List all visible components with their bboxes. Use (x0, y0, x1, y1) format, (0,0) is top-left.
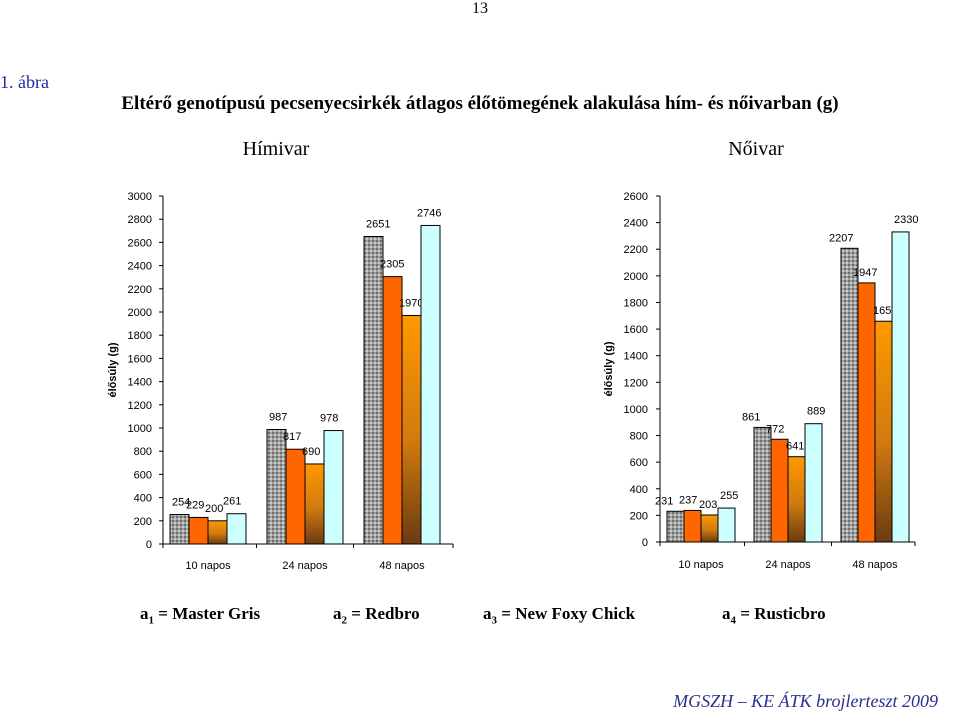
bar-new-foxy-chick (874, 320, 893, 543)
bar-redbro (382, 276, 403, 545)
data-label: 2305 (380, 259, 404, 271)
data-label: 772 (766, 423, 784, 435)
x-tick-label: 24 napos (765, 559, 811, 571)
x-tick-label: 48 napos (852, 559, 898, 571)
y-tick-label: 1000 (128, 423, 152, 435)
bar-rusticbro (891, 231, 910, 543)
y-tick-label: 2600 (624, 191, 648, 203)
data-label: 690 (302, 446, 320, 458)
bar-new-foxy-chick (207, 520, 228, 545)
y-tick-label: 1200 (128, 400, 152, 412)
data-label: 1970 (399, 297, 423, 309)
y-tick-label: 800 (134, 446, 152, 458)
legend-item-4: a4 = Rusticbro (722, 604, 826, 627)
data-label: 229 (186, 499, 204, 511)
y-tick-label: 200 (134, 516, 152, 528)
y-tick-label: 600 (630, 457, 648, 469)
y-axis-label: élősúly (g) (107, 342, 119, 397)
data-label: 889 (807, 406, 825, 418)
x-tick-label: 48 napos (379, 560, 425, 572)
y-tick-label: 400 (134, 493, 152, 505)
y-tick-label: 2400 (624, 218, 648, 230)
bar-rusticbro (717, 507, 736, 543)
y-tick-label: 200 (630, 510, 648, 522)
y-tick-label: 1200 (624, 377, 648, 389)
bar-rusticbro (420, 224, 441, 545)
bar-master-gris (363, 235, 384, 545)
y-tick-label: 1600 (128, 353, 152, 365)
data-label: 203 (699, 499, 717, 511)
y-tick-label: 1400 (624, 351, 648, 363)
bar-new-foxy-chick (787, 456, 806, 543)
footer-watermark: MGSZH – KE ÁTK brojlerteszt 2009 (673, 691, 938, 711)
y-tick-label: 1400 (128, 377, 152, 389)
bar-redbro (857, 282, 876, 543)
y-tick-label: 1600 (624, 324, 648, 336)
y-tick-label: 2000 (624, 271, 648, 283)
data-label: 254 (172, 497, 190, 509)
page-number: 13 (472, 0, 488, 17)
y-tick-label: 2000 (128, 307, 152, 319)
y-tick-label: 1000 (624, 404, 648, 416)
bar-master-gris (666, 510, 685, 543)
bar-master-gris (753, 426, 772, 543)
data-label: 861 (742, 411, 760, 423)
data-label: 641 (786, 441, 804, 453)
chart-male: 0 200 400 600 800 1000 1200 1400 1600 1800 2000 220… (107, 191, 454, 572)
y-tick-label: 2200 (624, 244, 648, 256)
bar-redbro (188, 516, 209, 545)
x-tick-label: 24 napos (282, 560, 328, 572)
data-label: 817 (283, 431, 301, 443)
bar-master-gris (840, 247, 859, 543)
data-label: 978 (320, 413, 338, 425)
chart-title-male: Hímivar (242, 138, 310, 160)
data-label: 261 (223, 496, 241, 508)
x-tick-label: 10 napos (678, 559, 724, 571)
bar-new-foxy-chick (700, 514, 719, 543)
legend-item-3: a3 = New Foxy Chick (483, 604, 636, 627)
y-tick-label: 1800 (624, 297, 648, 309)
bar-redbro (285, 448, 306, 545)
data-label: 1659 (873, 305, 897, 317)
bar-redbro (770, 438, 789, 543)
chart-female: 0 200 400 600 800 1000 1200 1400 1600 1800 2000 220… (603, 191, 918, 571)
data-label: 255 (720, 490, 738, 502)
data-label: 200 (205, 503, 223, 515)
legend-item-1: a1 = Master Gris (140, 604, 261, 627)
data-label: 2330 (894, 214, 918, 226)
y-tick-label: 0 (642, 537, 648, 549)
data-label: 237 (679, 494, 697, 506)
y-tick-label: 400 (630, 484, 648, 496)
y-tick-label: 2200 (128, 284, 152, 296)
figure-title: Eltérő genotípusú pecsenyecsirkék átlago… (121, 93, 839, 114)
figure-label: 1. ábra (0, 72, 49, 92)
bar-redbro (683, 509, 702, 543)
y-tick-label: 2400 (128, 261, 152, 273)
bar-new-foxy-chick (401, 314, 422, 545)
y-axis-label: élősúly (g) (603, 341, 615, 396)
data-label: 231 (655, 495, 673, 507)
data-label: 2746 (417, 207, 441, 219)
y-tick-label: 1800 (128, 330, 152, 342)
data-label: 1947 (853, 267, 877, 279)
legend-item-2: a2 = Redbro (333, 604, 420, 627)
y-tick-label: 800 (630, 431, 648, 443)
bar-new-foxy-chick (304, 463, 325, 545)
y-tick-label: 600 (134, 469, 152, 481)
x-tick-label: 10 napos (185, 560, 231, 572)
y-tick-label: 2800 (128, 214, 152, 226)
data-label: 987 (269, 412, 287, 424)
y-tick-label: 3000 (128, 191, 152, 203)
data-label: 2651 (366, 218, 390, 230)
bar-rusticbro (804, 423, 823, 543)
bar-master-gris (169, 514, 190, 545)
data-label: 2207 (829, 232, 853, 244)
chart-title-female: Nőivar (728, 138, 784, 160)
bar-master-gris (266, 429, 287, 545)
bar-rusticbro (323, 430, 344, 545)
y-tick-label: 2600 (128, 237, 152, 249)
y-tick-label: 0 (146, 539, 152, 551)
bar-rusticbro (226, 513, 247, 545)
